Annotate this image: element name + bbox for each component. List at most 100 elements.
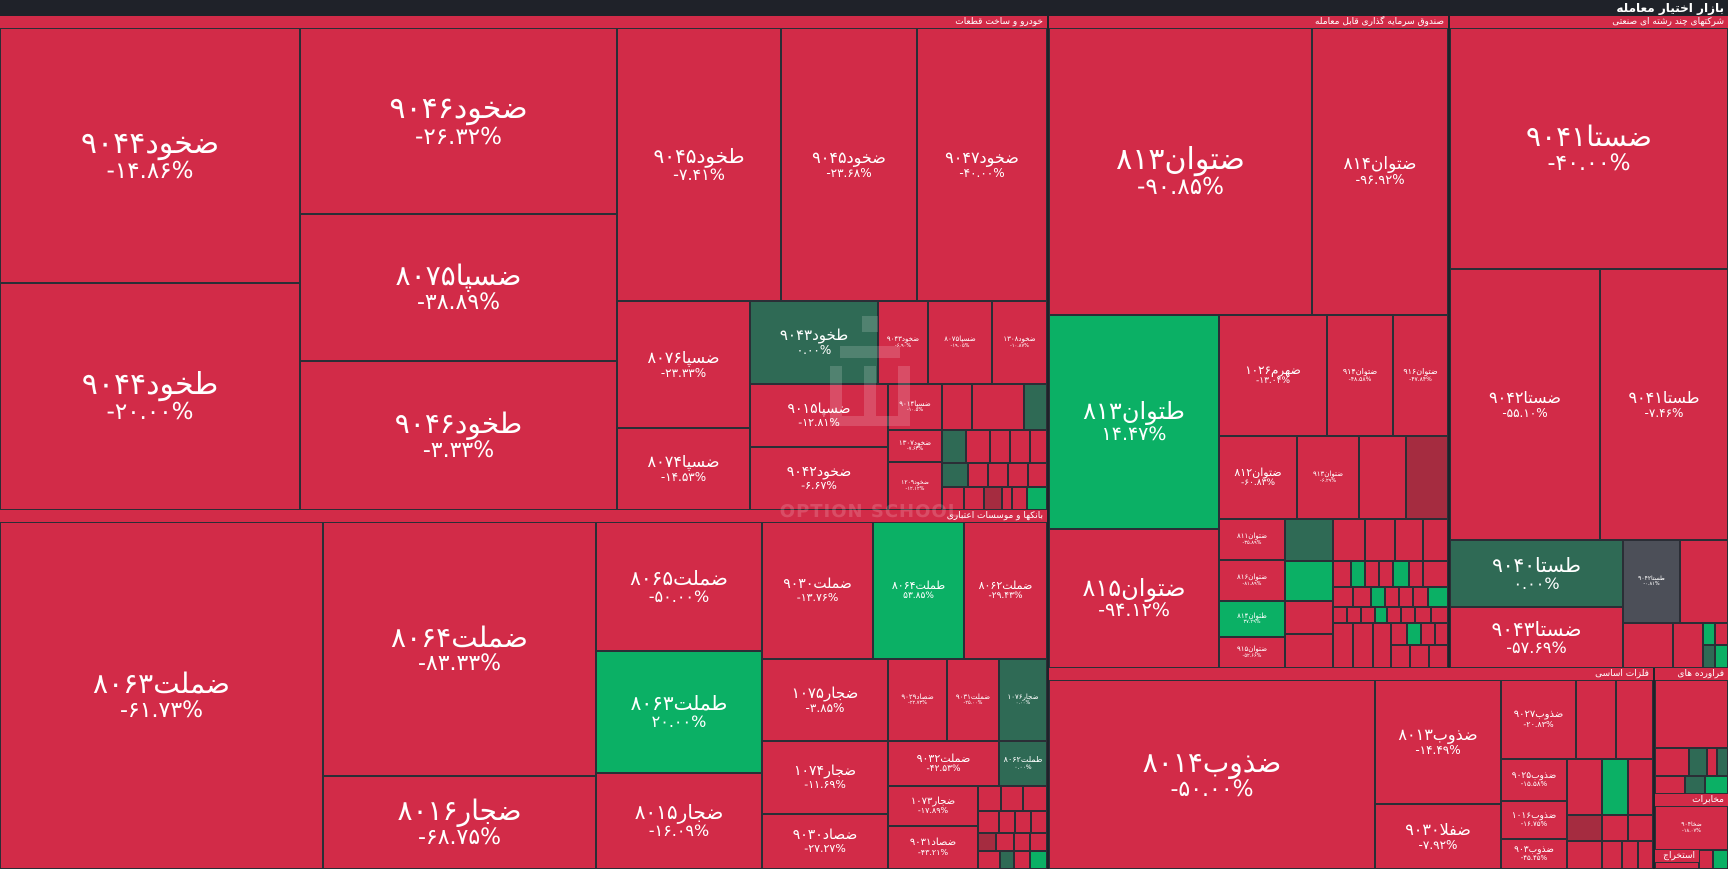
heatmap-tile[interactable]: ضملت۸۰۶۳ -۶۱.۷۳%	[0, 522, 323, 869]
heatmap-tile[interactable]	[1010, 430, 1030, 463]
heatmap-tile[interactable]	[1401, 607, 1415, 623]
heatmap-tile[interactable]	[984, 487, 1002, 510]
heatmap-tile[interactable]: ضخود۹۰۴۶ -۲۶.۳۲%	[300, 28, 617, 214]
heatmap-tile[interactable]: ضخود۱۳۰۷ -۷.۶۳%	[888, 430, 942, 462]
heatmap-tile[interactable]	[988, 463, 1008, 487]
heatmap-tile[interactable]	[1628, 759, 1653, 815]
heatmap-tile[interactable]	[1713, 850, 1728, 869]
heatmap-tile[interactable]	[1028, 463, 1047, 487]
heatmap-tile[interactable]	[1409, 561, 1423, 587]
heatmap-tile[interactable]	[1333, 561, 1351, 587]
heatmap-tile[interactable]	[1333, 519, 1365, 561]
heatmap-tile[interactable]: ضتوان۸۱۴ -۹۶.۹۲%	[1312, 28, 1448, 315]
heatmap-tile[interactable]	[1031, 811, 1047, 833]
heatmap-tile[interactable]: ضستا۹۰۴۲ -۵۵.۱۰%	[1450, 269, 1600, 540]
heatmap-tile[interactable]	[1428, 587, 1448, 607]
heatmap-tile[interactable]	[1014, 833, 1030, 851]
heatmap-tile[interactable]: ضخود۱۲۰۹ -۱۲.۱۲%	[888, 462, 942, 510]
heatmap-tile[interactable]	[1655, 680, 1728, 748]
heatmap-tile[interactable]	[1602, 841, 1622, 869]
heatmap-tile[interactable]: ضفلا۹۰۳۰ -۷.۹۲%	[1375, 804, 1501, 869]
heatmap-tile[interactable]	[1365, 561, 1379, 587]
heatmap-tile[interactable]	[1391, 623, 1407, 645]
heatmap-tile[interactable]	[1014, 851, 1030, 869]
heatmap-tile[interactable]	[1285, 634, 1333, 668]
heatmap-tile[interactable]: ضذوب۸۰۱۴ -۵۰.۰۰%	[1049, 680, 1375, 869]
heatmap-tile[interactable]: ضملت۸۰۶۲ -۲۹.۴۳%	[964, 522, 1047, 659]
heatmap-tile[interactable]: ضهرم۱۰۲۶ -۱۳.۰۴%	[1219, 315, 1327, 436]
heatmap-tile[interactable]: ضملت۸۰۶۵ -۵۰.۰۰%	[596, 522, 762, 651]
heatmap-tile[interactable]	[1030, 851, 1047, 869]
heatmap-tile[interactable]: طخود۹۰۴۴ -۲۰.۰۰%	[0, 283, 300, 510]
heatmap-tile[interactable]: ضتوان۸۱۱ -۳۵.۸۹%	[1219, 519, 1285, 560]
heatmap-tile[interactable]	[1423, 561, 1448, 587]
heatmap-tile[interactable]	[1407, 623, 1421, 645]
heatmap-tile[interactable]: ضتوان۹۱۶ -۴۷.۸۴%	[1393, 315, 1448, 436]
heatmap-tile[interactable]: ضجار۸۰۱۵ -۱۶.۰۹%	[596, 773, 762, 869]
heatmap-tile[interactable]	[1333, 587, 1353, 607]
heatmap-tile[interactable]	[1717, 748, 1728, 776]
heatmap-tile[interactable]: ضملت۹۰۳۱ -۲۵.۰۰%	[947, 659, 999, 741]
heatmap-tile[interactable]: طملت۸۰۶۴ ۵۳.۸۵%	[873, 522, 964, 659]
heatmap-tile[interactable]: طخود۹۰۴۵ -۷.۴۱%	[617, 28, 781, 301]
sector-telecom[interactable]: مخابرات ضخا۹۰۴ -۱۸.۰۷%	[1655, 794, 1728, 850]
heatmap-tile[interactable]	[1375, 607, 1387, 623]
heatmap-tile[interactable]: ضخود۹۰۴۵ -۲۳.۶۸%	[781, 28, 917, 301]
heatmap-tile[interactable]	[1715, 623, 1728, 645]
heatmap-tile[interactable]	[1715, 645, 1728, 668]
heatmap-tile[interactable]: ضصاد۹۰۳۱ -۴۳.۲۱%	[888, 826, 978, 869]
heatmap-tile[interactable]	[1361, 607, 1375, 623]
heatmap-tile[interactable]	[1628, 815, 1653, 841]
heatmap-tile[interactable]: ضخود۹۰۴۷ -۴۰.۰۰%	[917, 28, 1047, 301]
heatmap-tile[interactable]: طملت۸۰۶۲ ۰.۰۰%	[999, 741, 1047, 786]
sector-banks[interactable]: بانکها و موسسات اعتباری ضملت۸۰۶۳ -۶۱.۷۳% …	[0, 510, 1047, 869]
heatmap-tile[interactable]: ضسپا۸۰۷۵ -۳۸.۸۹%	[300, 214, 617, 361]
heatmap-tile[interactable]	[1353, 623, 1373, 668]
heatmap-tile[interactable]: ضخا۹۰۴ -۱۸.۰۷%	[1655, 806, 1728, 850]
heatmap-tile[interactable]	[942, 430, 966, 463]
heatmap-tile[interactable]	[1024, 384, 1047, 430]
heatmap-tile[interactable]	[999, 811, 1015, 833]
heatmap-tile[interactable]: ضخود۹۰۴۳ -۶.۹۰%	[878, 301, 928, 384]
heatmap-tile[interactable]	[1689, 748, 1707, 776]
heatmap-tile[interactable]	[1602, 815, 1628, 841]
heatmap-tile[interactable]	[1567, 815, 1602, 841]
heatmap-tile[interactable]	[1373, 623, 1391, 668]
heatmap-tile[interactable]: ضصاد۹۰۳۰ -۲۷.۲۷%	[762, 814, 888, 869]
heatmap-tile[interactable]: طتوان۸۱۴ ۳۷.۲۹%	[1219, 601, 1285, 637]
heatmap-tile[interactable]	[1285, 519, 1333, 561]
heatmap-tile[interactable]	[1410, 645, 1429, 668]
heatmap-tile[interactable]: ضتوان۹۱۳ -۶.۲۹%	[1297, 436, 1359, 519]
heatmap-tile[interactable]: ضتوان۸۱۳ -۹۰.۸۵%	[1049, 28, 1312, 315]
heatmap-tile[interactable]: ضسپا۸۰۷۵ -۱۹.۰۵%	[928, 301, 992, 384]
heatmap-tile[interactable]: طخود۹۰۴۳ ۰.۰۰%	[750, 301, 878, 384]
sector-etf[interactable]: صندوق سرمایه گذاری قابل معامله ضتوان۸۱۳-…	[1049, 16, 1448, 668]
heatmap-tile[interactable]	[1707, 748, 1717, 776]
heatmap-tile[interactable]	[1705, 776, 1728, 794]
heatmap-tile[interactable]	[1680, 540, 1728, 623]
heatmap-tile[interactable]: ضذوب۸۰۱۳ -۱۴.۴۹%	[1375, 680, 1501, 804]
heatmap-tile[interactable]: ضتوان۹۱۵ -۵۲.۶۶%	[1219, 637, 1285, 668]
heatmap-tile[interactable]	[942, 487, 964, 510]
heatmap-tile[interactable]	[1365, 519, 1395, 561]
heatmap-tile[interactable]	[1387, 607, 1401, 623]
heatmap-tile[interactable]	[1030, 430, 1047, 463]
heatmap-tile[interactable]: ضتوان۸۱۲ -۶۰.۸۳%	[1219, 436, 1297, 519]
heatmap-tile[interactable]	[1000, 851, 1014, 869]
heatmap-tile[interactable]	[978, 786, 1001, 811]
heatmap-tile[interactable]: طستا۹۰۴۲ -۰.۸۱%	[1623, 540, 1680, 623]
heatmap-tile[interactable]	[1353, 587, 1371, 607]
heatmap-tile[interactable]: ضجار۱۰۷۵ -۳.۸۵%	[762, 659, 888, 741]
heatmap-tile[interactable]	[978, 833, 996, 851]
heatmap-tile[interactable]	[968, 463, 988, 487]
heatmap-tile[interactable]	[1371, 587, 1385, 607]
heatmap-tile[interactable]	[978, 851, 1000, 869]
heatmap-tile[interactable]: ضصاد۹۰۲۹ -۲۲.۷۳%	[888, 659, 947, 741]
heatmap-tile[interactable]	[1333, 607, 1347, 623]
heatmap-tile[interactable]: طتوان۸۱۳ ۱۴.۴۷%	[1049, 315, 1219, 529]
heatmap-tile[interactable]: ضخود۱۳۰۸ -۱۰.۸۷%	[992, 301, 1047, 384]
heatmap-tile[interactable]	[1285, 601, 1333, 634]
heatmap-tile[interactable]	[990, 430, 1010, 463]
heatmap-tile[interactable]: ضسپا۸۰۷۴ -۱۴.۵۳%	[617, 428, 750, 510]
heatmap-tile[interactable]: ضخود۹۰۴۲ -۶.۶۷%	[750, 447, 888, 510]
